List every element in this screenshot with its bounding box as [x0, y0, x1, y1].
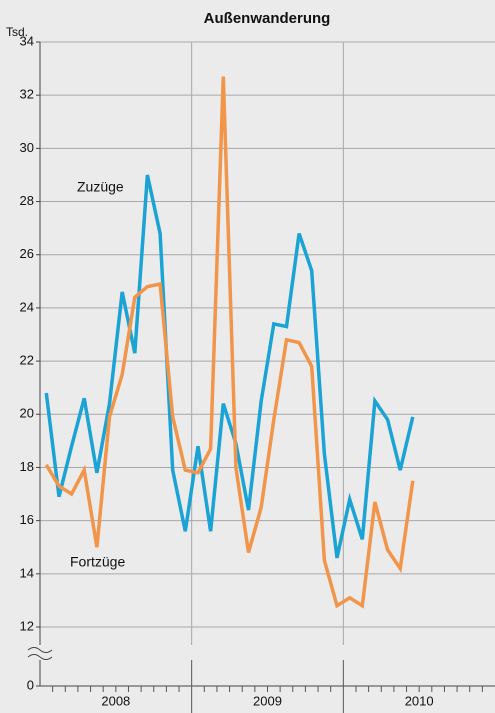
y-tick-label: 20 [20, 406, 34, 421]
y-tick-label: 14 [20, 565, 34, 580]
x-tick-label: 2008 [101, 693, 130, 708]
y-unit: Tsd. [6, 25, 28, 39]
y-tick-label: 30 [20, 140, 34, 155]
y-tick-label: 16 [20, 512, 34, 527]
series-label: Fortzüge [70, 554, 125, 570]
y-tick-label: 24 [20, 299, 34, 314]
x-tick-label: 2009 [253, 693, 282, 708]
series-label: Zuzüge [77, 179, 124, 195]
axis-break [27, 647, 53, 660]
y-tick-label: 28 [20, 193, 34, 208]
y-tick-label: 18 [20, 459, 34, 474]
x-tick-label: 2010 [405, 693, 434, 708]
chart-title: Außenwanderung [204, 10, 331, 27]
y-tick-label: 34 [20, 33, 34, 48]
y-tick-label: 12 [20, 618, 34, 633]
y-tick-label: 0 [27, 677, 34, 692]
y-tick-label: 32 [20, 87, 34, 102]
series-line [44, 174, 415, 559]
series-line [44, 76, 415, 609]
y-tick-label: 22 [20, 353, 34, 368]
y-tick-label: 26 [20, 246, 34, 261]
